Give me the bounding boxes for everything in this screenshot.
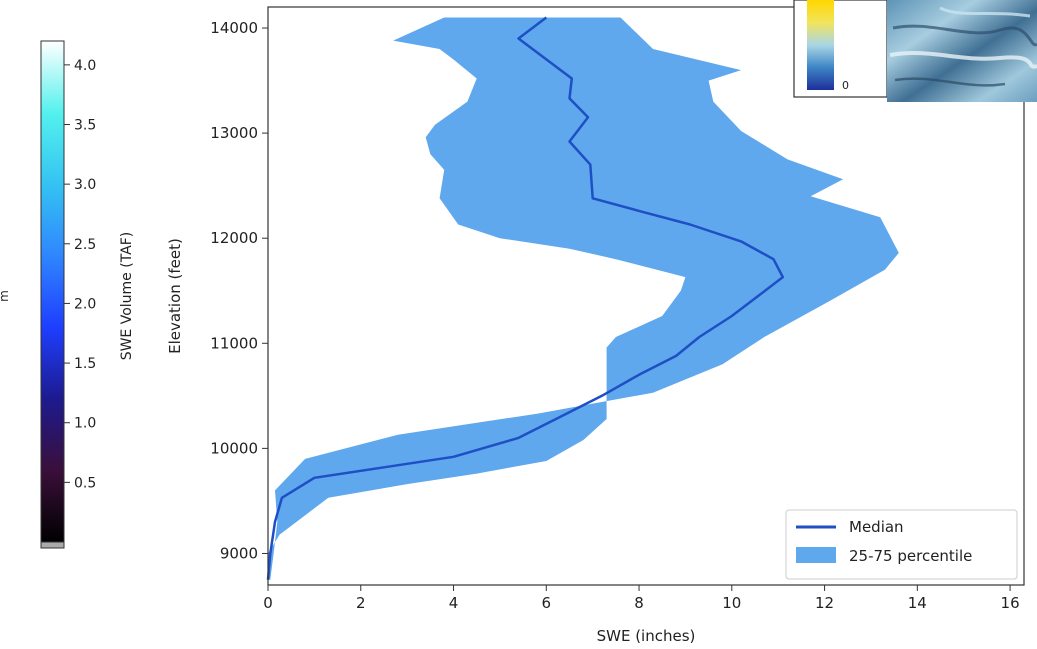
plot-frame	[267, 6, 1025, 586]
colorbar-tick-label: 0.5	[74, 475, 96, 491]
y-tick-label: 14000	[210, 19, 258, 37]
inset-map: 0	[793, 0, 1037, 102]
median-line	[266, 16, 785, 580]
x-tick-label: 2	[356, 594, 366, 612]
legend: Median 25-75 percentile	[785, 509, 1018, 580]
y-tick-label: 11000	[210, 334, 258, 352]
x-tick-label: 6	[542, 594, 552, 612]
x-tick-label: 16	[1001, 594, 1020, 612]
y-tick-label: 13000	[210, 124, 258, 142]
y-tick-label: 12000	[210, 229, 258, 247]
colorbar-tick-label: 3.5	[74, 118, 96, 134]
colorbar-body	[40, 40, 65, 543]
x-tick-label: 10	[722, 594, 741, 612]
x-tick-label: 12	[815, 594, 834, 612]
colorbar-under-swatch	[40, 541, 65, 549]
y-tick-label: 9000	[220, 544, 258, 562]
legend-median-label: Median	[849, 518, 904, 536]
x-tick-label: 14	[908, 594, 927, 612]
y-tick-label: 10000	[210, 439, 258, 457]
plot-area: 0 2 4 6 8 10 12 14 16 9000 10000 11000 12000 13000 14…	[166, 6, 1025, 645]
x-axis-label: SWE (inches)	[597, 627, 696, 645]
colorbar-tick-label: 3.0	[74, 177, 96, 193]
legend-band-swatch	[796, 547, 836, 563]
colorbar-tick-label: 4.0	[74, 58, 96, 74]
colorbar-label: SWE Volume (TAF)	[119, 232, 135, 361]
percentile-band	[268, 17, 899, 580]
legend-box	[785, 509, 1018, 580]
x-tick-label: 8	[634, 594, 644, 612]
x-axis-ticks: 0 2 4 6 8 10 12 14 16	[263, 585, 1020, 612]
colorbar-tick-label: 1.5	[74, 356, 96, 372]
x-tick-label: 4	[449, 594, 459, 612]
satellite-image	[887, 0, 1037, 102]
colorbar-side-letter: m	[0, 290, 11, 302]
inset-colorbar-label: 0	[842, 79, 849, 92]
colorbar: 4.0 3.5 3.0 2.5 2.0 1.5 1.0 0.5 SWE Volume (TAF…	[0, 40, 135, 549]
y-axis-ticks: 9000 10000 11000 12000 13000 14000	[210, 19, 268, 562]
y-axis-label: Elevation (feet)	[166, 238, 184, 354]
inset-colorbar	[807, 0, 834, 90]
colorbar-tick-label: 2.0	[74, 296, 96, 312]
colorbar-tick-label: 1.0	[74, 416, 96, 432]
colorbar-ticks: 4.0 3.5 3.0 2.5 2.0 1.5 1.0 0.5	[64, 58, 96, 491]
colorbar-tick-label: 2.5	[74, 237, 96, 253]
legend-band-label: 25-75 percentile	[849, 547, 972, 565]
x-tick-label: 0	[263, 594, 273, 612]
